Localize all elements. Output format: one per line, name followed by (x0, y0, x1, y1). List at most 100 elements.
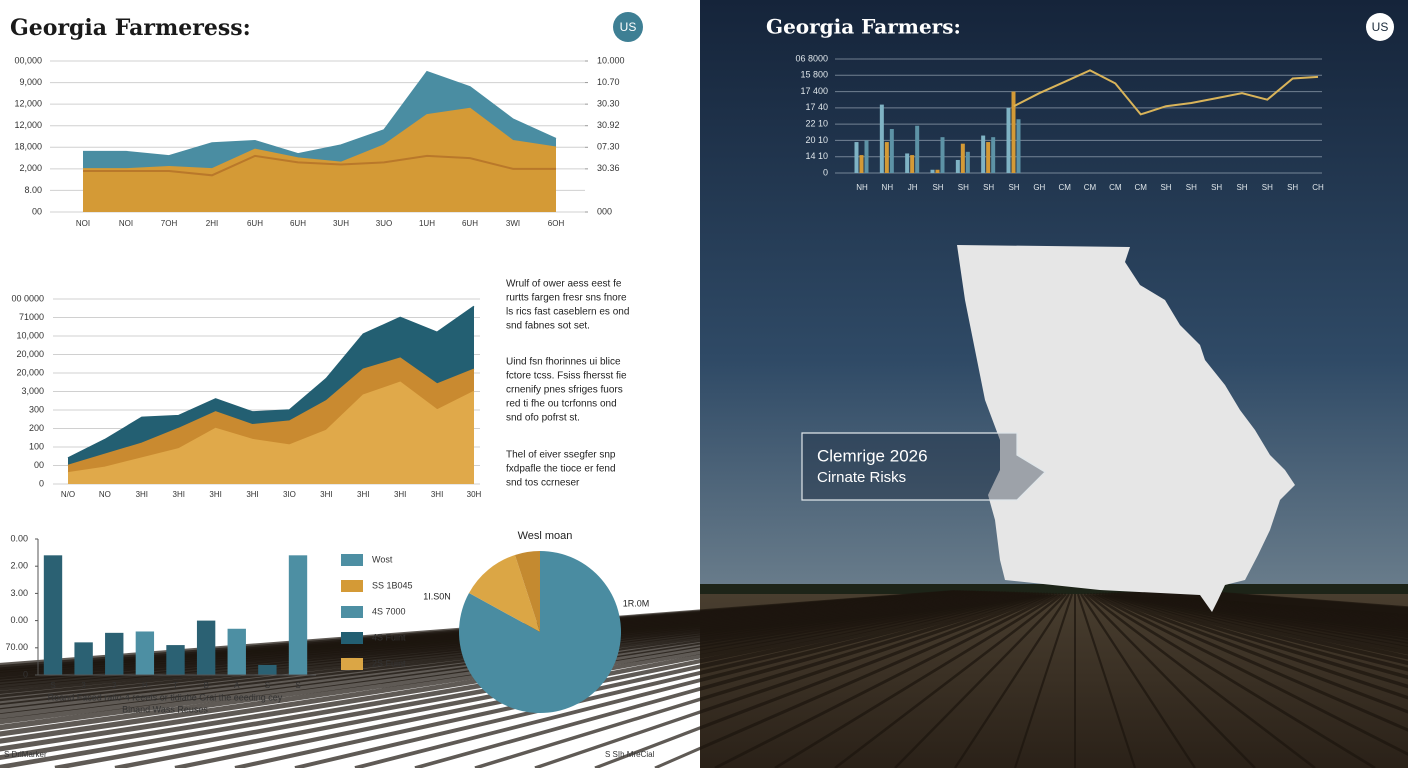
bar (1011, 91, 1016, 173)
x-tick-label: 3HI (209, 490, 221, 499)
footer: S DrlMarker (4, 750, 47, 759)
y-tick-label: 12,000 (14, 120, 42, 130)
furrow (1013, 593, 1074, 768)
y-tick-label: 22 10 (805, 119, 828, 129)
legend-swatch (341, 606, 363, 618)
furrow (1089, 592, 1376, 768)
furrow (474, 592, 1046, 768)
paragraph-line: Thel of eiver ssegfer snp (506, 450, 616, 461)
y-tick-label: 0 (23, 669, 28, 679)
y-tick-label: 8.00 (24, 185, 42, 195)
pie-slice (514, 551, 540, 632)
y-tick-label: 0.00 (10, 533, 28, 543)
bar (981, 135, 986, 173)
y-tick-label: 3.00 (10, 588, 28, 598)
area-fill (68, 382, 474, 484)
legend-label: SS 1B045 (372, 580, 413, 590)
y2-tick-label: 30.30 (597, 99, 620, 109)
y-tick-label: 3,000 (21, 386, 44, 396)
x-tick-label: 3 (112, 681, 117, 690)
paragraph-line: red ti fhe ou tcrfonns ond (506, 399, 617, 410)
x-tick-label: SH (1160, 183, 1171, 192)
x-tick-label: S (295, 681, 300, 690)
furrow (354, 592, 1040, 768)
paragraph-line: ls rics fast caseblern es ond (506, 307, 629, 318)
bar (940, 137, 945, 173)
bar (986, 142, 991, 173)
y-tick-label: 00 (34, 460, 44, 470)
x-tick-label: 3 (81, 681, 86, 690)
badge-text: US (620, 20, 637, 34)
furrow (1110, 592, 1408, 672)
callout-box (801, 432, 1046, 501)
bar (105, 632, 124, 675)
area-line (67, 305, 475, 459)
badge (1366, 13, 1394, 41)
x-tick-label: 6UH (247, 219, 263, 228)
paragraph-line: Uind fsn fhorinnes ui blice (506, 357, 621, 368)
bar (859, 155, 864, 173)
x-tick-label: 6UH (290, 219, 306, 228)
furrow (714, 592, 1058, 768)
tree-line (700, 584, 1408, 594)
y-tick-label: 10,000 (16, 330, 44, 340)
y-tick-label: 100 (29, 441, 44, 451)
bar (960, 143, 965, 173)
bar (991, 137, 996, 173)
y-tick-label: 300 (29, 404, 44, 414)
furrow (1101, 592, 1408, 700)
furrow (1076, 593, 1137, 768)
x-tick-label: NH (882, 183, 894, 192)
y-tick-label: 18,000 (14, 142, 42, 152)
furrow (1116, 591, 1408, 660)
y-tick-label: 12,000 (14, 99, 42, 109)
x-tick-label: SH (958, 183, 969, 192)
y-tick-label: 9,000 (19, 77, 42, 87)
y-tick-label: 2,000 (19, 163, 42, 173)
furrow (594, 592, 1052, 768)
furrow (654, 592, 1055, 768)
y-tick-label: 2.00 (10, 561, 28, 571)
paragraph-line: rurtts fargen fresr sns fnore (506, 293, 627, 304)
x-tick-label: 3HI (394, 490, 406, 499)
x-tick-label: 3UH (333, 219, 349, 228)
badge-text: US (1372, 20, 1389, 34)
pie-slice (459, 551, 622, 713)
bar (1006, 107, 1011, 173)
x-tick-label: SH (983, 183, 994, 192)
y-tick-label: 17 40 (805, 102, 828, 112)
badge (613, 12, 643, 42)
x-tick-label: S (50, 681, 55, 690)
area-line (83, 70, 557, 157)
furrow (1083, 593, 1256, 768)
bar (935, 169, 940, 173)
x-tick-label: 3HI (246, 490, 258, 499)
x-tick-label: T (173, 681, 178, 690)
x-tick-label: NH (856, 183, 868, 192)
pie-annotation: 1I.S0N (423, 591, 451, 601)
y2-tick-label: 10.000 (597, 55, 625, 65)
legend-swatch (341, 658, 363, 670)
x-tick-label: CM (1084, 183, 1097, 192)
y-tick-label: 06 8000 (795, 53, 828, 63)
x-tick-label: SH (1211, 183, 1222, 192)
y2-tick-label: 30.36 (597, 163, 620, 173)
bar (915, 125, 920, 173)
x-tick-label: 1UH (419, 219, 435, 228)
bar (905, 153, 910, 173)
x-tick-label: B (203, 681, 208, 690)
legend-swatch (341, 632, 363, 644)
bar (930, 169, 935, 173)
y-tick-label: 15 800 (800, 70, 828, 80)
y-tick-label: 71000 (19, 312, 44, 322)
x-tick-label: NOI (76, 219, 90, 228)
furrow (834, 592, 1064, 768)
legend-label: Wost (372, 554, 393, 564)
caption: Roand Faced ratio-4 reeets or tidiabe Gr… (48, 692, 283, 702)
x-tick-label: NO (99, 490, 111, 499)
y-tick-label: 00 0000 (11, 293, 44, 303)
furrow (1098, 592, 1408, 714)
y2-tick-label: 10.70 (597, 77, 620, 87)
pie-slice (469, 554, 540, 632)
